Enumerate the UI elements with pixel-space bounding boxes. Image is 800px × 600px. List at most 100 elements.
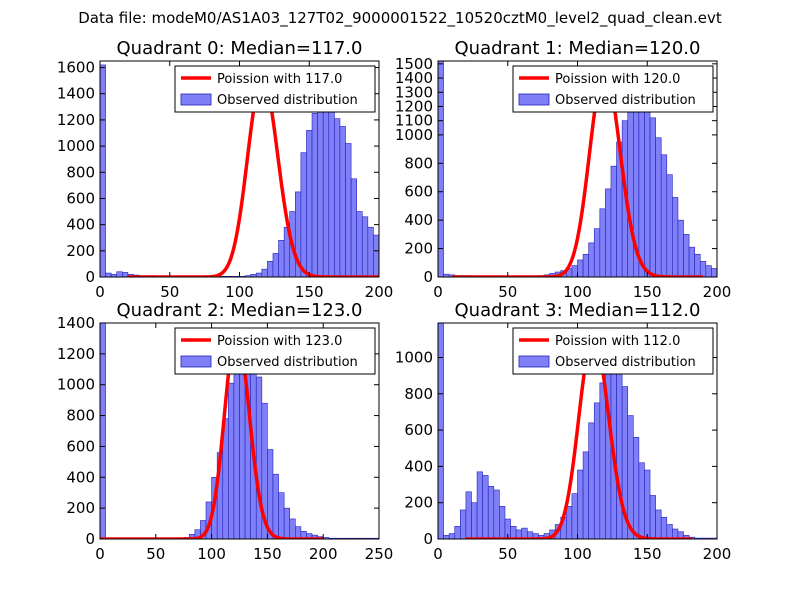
histogram-bar: [605, 188, 612, 277]
histogram-bar: [593, 228, 601, 277]
histogram-bar: [566, 506, 573, 539]
histogram-bar: [289, 518, 296, 539]
legend-line-label: Poission with 117.0: [217, 72, 342, 87]
histogram-bar: [233, 356, 240, 539]
legend-bar-swatch: [518, 93, 550, 106]
histogram-bar: [228, 382, 235, 539]
histogram-bar: [272, 473, 279, 539]
histogram-bar: [361, 216, 369, 277]
legend-bar-label: Observed distribution: [217, 93, 358, 108]
quadrant-3-chart: 0 50 100 150 200 0 200 400 600 800 1000 Quadrant 3:…: [395, 300, 732, 563]
legend-bar-label: Observed distribution: [555, 93, 696, 108]
histogram-bar: [300, 152, 307, 277]
histogram-bar: [660, 154, 668, 277]
histogram-bar: [588, 422, 595, 539]
histogram-bar: [582, 253, 589, 277]
histogram-bar: [373, 234, 379, 277]
y-tick-label: 0: [85, 530, 95, 548]
histogram-bar: [267, 260, 274, 277]
histogram-bar: [448, 533, 456, 539]
histogram-bar: [694, 253, 701, 277]
y-tick-label: 600: [66, 189, 95, 207]
histogram-bar: [499, 506, 506, 539]
histogram-bar: [493, 489, 500, 539]
legend-bar-swatch: [180, 93, 212, 106]
histogram-bar: [443, 535, 450, 539]
legend: Poission with 117.0 Observed distribution: [174, 65, 376, 113]
y-tick-label: 1200: [57, 111, 95, 129]
histogram-bar: [345, 143, 352, 277]
y-tick-label: 800: [66, 163, 95, 181]
y-tick-label: 400: [404, 457, 433, 475]
y-tick-label: 1000: [395, 126, 433, 144]
histogram-bar: [272, 253, 279, 277]
histogram-bar: [261, 268, 268, 277]
y-tick-label: 600: [404, 421, 433, 439]
histogram-bar: [116, 271, 123, 277]
y-tick-label: 1600: [57, 59, 95, 77]
y-tick-label: 1000: [57, 376, 95, 394]
histogram-bar: [660, 516, 668, 539]
legend-bar-label: Observed distribution: [555, 355, 696, 370]
y-tick-label: 1400: [57, 314, 95, 332]
chart-title: Quadrant 0: Median=117.0: [117, 38, 363, 59]
histogram-bar: [283, 507, 291, 539]
histogram-bar: [339, 126, 346, 277]
x-tick-label: 200: [309, 545, 338, 563]
legend-bar-label: Observed distribution: [217, 355, 358, 370]
histogram-bar: [100, 64, 106, 277]
histogram-bar: [367, 226, 374, 277]
histogram-bar: [649, 495, 656, 539]
histogram-bar: [471, 502, 478, 539]
histogram-bar: [438, 323, 444, 539]
histogram-bar: [577, 469, 584, 539]
y-tick-label: 1400: [395, 69, 433, 87]
histogram-bar: [666, 524, 673, 539]
histogram-bar: [577, 259, 584, 277]
x-tick-label: 100: [563, 283, 592, 301]
histogram-bar: [328, 103, 335, 277]
x-tick-label: 200: [703, 545, 732, 563]
quadrant-1-chart: 0 50 100 150 200 0 200 400 600 800 100011001200130…: [395, 38, 732, 301]
legend-bar-swatch: [518, 355, 550, 368]
y-tick-label: 600: [66, 437, 95, 455]
histogram-bar: [655, 137, 662, 277]
histogram-bar: [294, 526, 302, 539]
axes-frame: [99, 322, 380, 540]
y-tick-label: 400: [66, 216, 95, 234]
x-tick-label: 0: [433, 283, 443, 301]
histogram-bar: [711, 268, 717, 277]
x-tick-label: 150: [253, 545, 282, 563]
y-tick-label: 400: [66, 468, 95, 486]
histogram-bar: [306, 130, 313, 277]
y-tick-label: 1400: [57, 85, 95, 103]
y-tick-label: 200: [404, 240, 433, 258]
quadrant-2-chart: 0 50 100 150 200 250 0 200 400 600 800 1000 1200 1400…: [57, 300, 394, 563]
legend-line-label: Poission with 120.0: [555, 72, 680, 87]
legend-line-label: Poission with 123.0: [217, 334, 342, 349]
x-tick-label: 0: [95, 283, 105, 301]
histogram-bar: [105, 272, 112, 277]
y-tick-label: 800: [66, 407, 95, 425]
y-tick-label: 0: [423, 530, 433, 548]
chart-title: Quadrant 2: Median=123.0: [117, 300, 363, 321]
y-tick-label: 0: [423, 268, 433, 286]
y-tick-label: 1300: [395, 83, 433, 101]
y-tick-label: 1200: [57, 345, 95, 363]
histogram-bar: [482, 475, 489, 539]
histogram-bar: [334, 118, 341, 277]
x-tick-label: 100: [225, 283, 254, 301]
histogram-bar: [644, 469, 651, 539]
x-tick-label: 0: [95, 545, 105, 563]
histogram-bar: [438, 61, 444, 277]
histogram-bar: [322, 97, 330, 277]
y-tick-label: 1500: [395, 55, 433, 73]
histogram-bar: [350, 178, 357, 277]
y-tick-label: 600: [404, 183, 433, 201]
y-tick-label: 1000: [57, 137, 95, 155]
y-tick-label: 0: [85, 268, 95, 286]
histogram-bar: [571, 265, 578, 277]
histogram-bar: [278, 240, 285, 277]
y-tick-label: 200: [66, 499, 95, 517]
